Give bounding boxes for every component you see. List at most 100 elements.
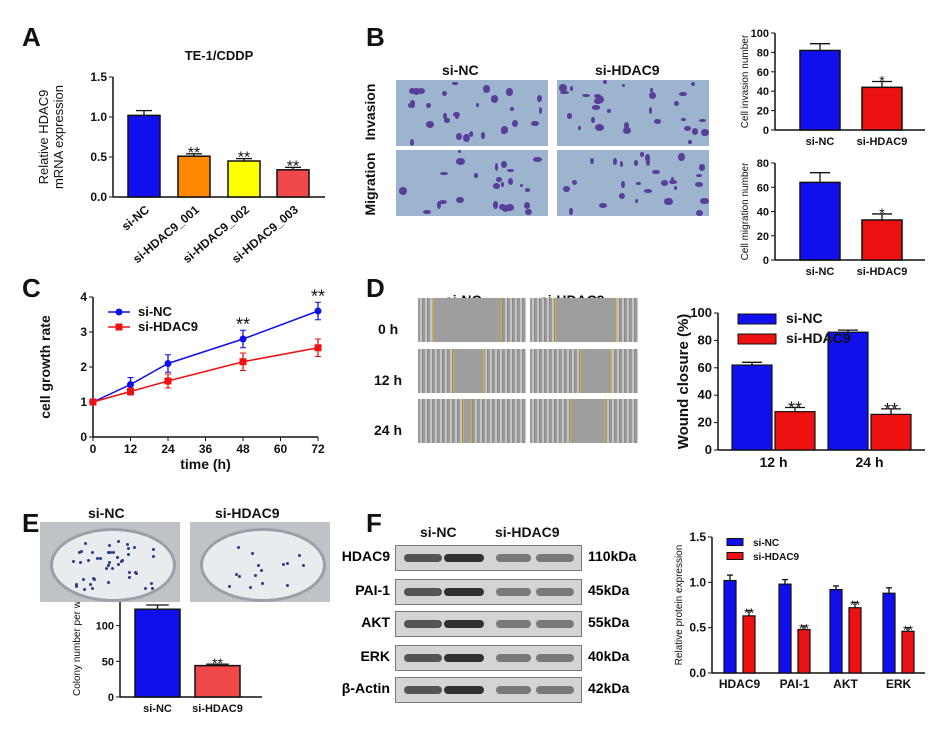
cell: [679, 91, 687, 97]
cell: [536, 95, 542, 103]
bar-si-NC: [799, 49, 841, 131]
blot-band: [496, 620, 531, 628]
y-tick-label: 0: [705, 442, 712, 457]
data-point-si-HDAC9: [239, 358, 247, 366]
wound-image: [418, 298, 526, 342]
micrograph-invasion-hdac9: [557, 80, 709, 146]
blot-label-PAI-1: PAI-1: [355, 582, 390, 598]
y-tick-label: 80: [757, 47, 769, 59]
bar-si-NC: [127, 114, 161, 198]
y-tick-label: 20: [757, 231, 769, 243]
significance-label: **: [311, 287, 325, 307]
cell: [501, 160, 508, 169]
y-tick-label: 1: [80, 395, 87, 409]
y-tick-label: 20: [698, 415, 712, 430]
blot-size-42kDa: 42kDa: [588, 680, 630, 696]
y-axis-label: Wound closure (%): [675, 314, 692, 450]
cell: [455, 158, 465, 165]
cell: [623, 127, 632, 135]
blot-size-40kDa: 40kDa: [588, 648, 630, 664]
f-col-label-nc: si-NC: [420, 524, 457, 540]
bar-si-HDAC9_001: [177, 155, 211, 198]
cell: [688, 139, 692, 144]
y-tick-label: 40: [757, 207, 769, 219]
legend-label: si-HDAC9: [138, 319, 198, 334]
colony: [236, 546, 240, 550]
bar-si-HDAC9-PAI-1: [797, 628, 811, 674]
panel-label-c: C: [22, 273, 41, 303]
e-col-label-nc: si-NC: [88, 505, 125, 521]
cell: [475, 102, 479, 107]
cell: [603, 80, 608, 85]
colony: [261, 581, 265, 585]
cell: [700, 198, 709, 204]
y-tick-label: 4: [80, 290, 87, 304]
colony: [152, 555, 156, 559]
bar-si-NC-AKT: [829, 588, 843, 674]
colony: [133, 545, 137, 549]
cell: [505, 204, 514, 212]
cell: [694, 181, 703, 188]
cell: [416, 87, 425, 94]
data-point-si-NC: [239, 335, 247, 343]
wound-gap: [580, 349, 612, 393]
significance-label: **: [236, 315, 250, 335]
x-tick-label: 72: [311, 442, 325, 456]
cell: [425, 121, 435, 129]
cell: [524, 187, 531, 192]
legend-label: si-HDAC9: [786, 330, 851, 346]
wound-gap: [432, 298, 502, 342]
panel-label-e: E: [22, 508, 40, 538]
cell: [483, 85, 490, 93]
cell: [502, 205, 509, 212]
cell: [480, 131, 486, 140]
chart-title: TE-1/CDDP: [185, 48, 254, 63]
cell: [436, 200, 441, 209]
cell: [501, 129, 507, 134]
blot-label-β-Actin: β-Actin: [341, 680, 390, 696]
y-tick-label: 0.5: [90, 150, 107, 164]
cell: [593, 94, 602, 99]
cell: [577, 125, 582, 130]
significance-label: **: [188, 145, 200, 162]
cell: [635, 199, 639, 203]
colony: [152, 548, 156, 552]
data-point-si-NC: [314, 307, 322, 315]
legend-label: si-NC: [753, 538, 779, 549]
colony: [149, 582, 153, 586]
legend-marker: [115, 323, 123, 331]
bar-si-HDAC9-HDAC9: [742, 615, 756, 674]
cell: [519, 183, 524, 188]
colony: [128, 575, 132, 579]
blot-band: [496, 588, 531, 596]
blot-label-HDAC9: HDAC9: [341, 548, 390, 564]
legend-label: si-NC: [138, 304, 173, 319]
colony: [78, 551, 82, 555]
blot-band: [536, 686, 574, 694]
data-point-si-HDAC9: [127, 388, 134, 395]
colony: [81, 577, 85, 581]
cell: [492, 201, 498, 209]
x-tick-label: HDAC9: [719, 677, 761, 691]
cell: [409, 139, 415, 146]
y-axis-label: Cell invasion number: [740, 34, 751, 128]
colony: [106, 563, 110, 567]
cell: [452, 81, 458, 86]
blot-label-AKT: AKT: [361, 614, 390, 630]
x-tick-label: 48: [236, 442, 250, 456]
y-axis-label: mRNA expression: [51, 85, 66, 189]
y-tick-label: 50: [102, 656, 114, 668]
x-tick-label: si-NC: [806, 136, 835, 148]
cell: [438, 200, 448, 205]
significance-label: **: [850, 597, 860, 612]
y-tick-label: 20: [757, 106, 769, 118]
blot-β-Actin: [395, 677, 582, 703]
y-tick-label: 0: [80, 430, 87, 444]
y-tick-label: 60: [757, 67, 769, 79]
cell: [559, 84, 567, 92]
data-point-si-NC: [127, 381, 134, 388]
wound-gap: [463, 399, 472, 443]
wound-image: [418, 349, 526, 393]
colony: [104, 566, 108, 570]
